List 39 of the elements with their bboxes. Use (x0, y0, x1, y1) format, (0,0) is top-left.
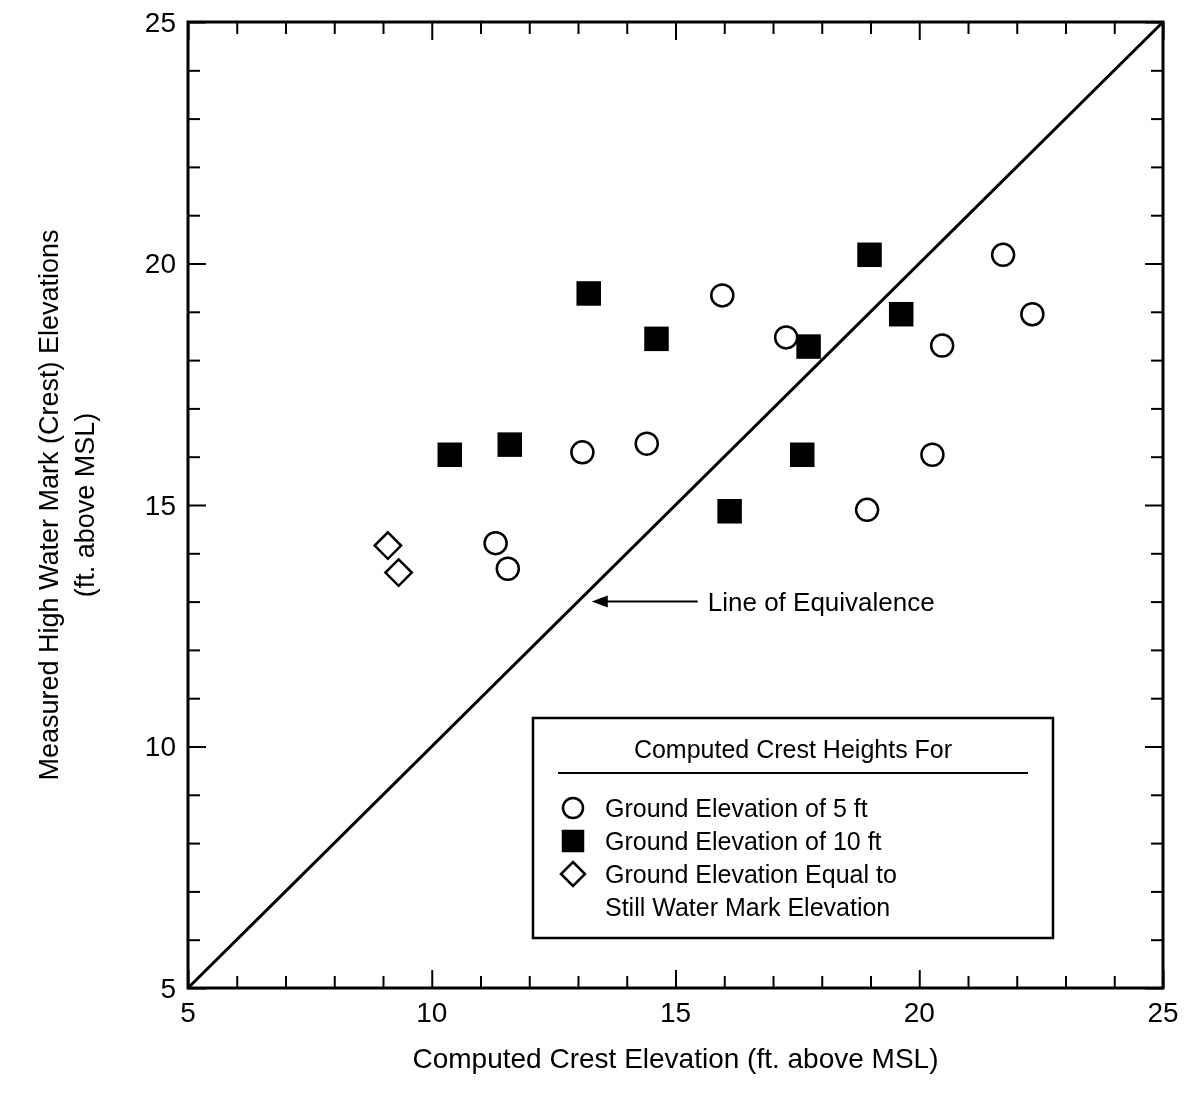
point (920, 442, 945, 468)
y-tick-label: 10 (144, 731, 176, 763)
point (710, 283, 735, 308)
y-tick-label: 5 (160, 972, 176, 1004)
y-tick-label: 15 (144, 489, 176, 521)
point (644, 326, 669, 352)
point (929, 333, 955, 358)
point (773, 325, 799, 350)
point (634, 431, 659, 456)
x-tick-label: 15 (659, 997, 692, 1028)
legend-title: Computed Crest Heights For (633, 735, 953, 763)
x-axis-title: Computed Crest Elevation (ft. above MSL) (412, 1043, 939, 1074)
point (717, 499, 742, 524)
y-tick-label: 20 (144, 248, 176, 280)
point (1020, 301, 1045, 327)
point (437, 442, 463, 468)
y-axis-title: Measured High Water Mark (Crest) Elevations (ft. above MSL) (34, 229, 100, 781)
point (990, 242, 1016, 268)
y-tick-label: 25 (144, 6, 176, 38)
x-tick-label: 10 (416, 997, 448, 1028)
legend-label: Ground Elevation of 5 ft (605, 793, 868, 822)
point (576, 281, 601, 306)
point (857, 242, 882, 268)
legend-label: Ground Elevation Equal to Still Water Mark Elevation (605, 859, 897, 921)
x-tick-label: 5 (180, 997, 196, 1028)
x-tick-label: 20 (903, 997, 935, 1028)
point (888, 301, 914, 327)
legend-label: Ground Elevation of 10 ft (605, 826, 882, 855)
point (570, 440, 595, 465)
annotation: Line of Equivalence (707, 586, 935, 617)
point (495, 556, 521, 582)
point (790, 442, 815, 468)
point (384, 558, 414, 588)
point (373, 531, 403, 561)
point (796, 334, 821, 359)
x-tick-label: 25 (1147, 997, 1179, 1028)
point (854, 497, 880, 523)
point (497, 432, 522, 457)
point (483, 530, 508, 556)
